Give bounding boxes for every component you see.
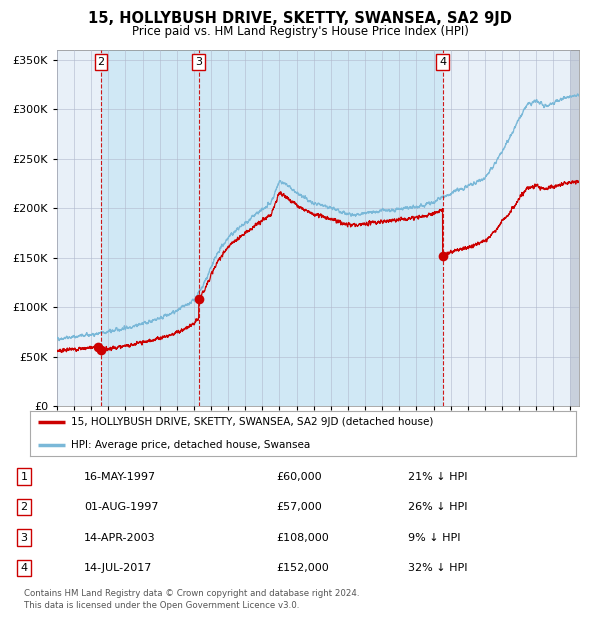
Text: 16-MAY-1997: 16-MAY-1997 — [84, 472, 156, 482]
Text: 32% ↓ HPI: 32% ↓ HPI — [408, 563, 467, 573]
Text: This data is licensed under the Open Government Licence v3.0.: This data is licensed under the Open Gov… — [24, 601, 299, 611]
Text: £60,000: £60,000 — [276, 472, 322, 482]
Text: Contains HM Land Registry data © Crown copyright and database right 2024.: Contains HM Land Registry data © Crown c… — [24, 589, 359, 598]
Text: 4: 4 — [439, 57, 446, 67]
Bar — [571, 50, 579, 406]
Text: 15, HOLLYBUSH DRIVE, SKETTY, SWANSEA, SA2 9JD: 15, HOLLYBUSH DRIVE, SKETTY, SWANSEA, SA… — [88, 11, 512, 26]
Text: 01-AUG-1997: 01-AUG-1997 — [84, 502, 158, 512]
Text: 14-JUL-2017: 14-JUL-2017 — [84, 563, 152, 573]
Text: 21% ↓ HPI: 21% ↓ HPI — [408, 472, 467, 482]
Text: 3: 3 — [20, 533, 28, 542]
Text: 2: 2 — [98, 57, 105, 67]
Text: 26% ↓ HPI: 26% ↓ HPI — [408, 502, 467, 512]
Text: 2: 2 — [20, 502, 28, 512]
Text: 9% ↓ HPI: 9% ↓ HPI — [408, 533, 461, 542]
Text: 1: 1 — [20, 472, 28, 482]
Bar — [101, 50, 443, 406]
Text: 14-APR-2003: 14-APR-2003 — [84, 533, 155, 542]
Text: £152,000: £152,000 — [276, 563, 329, 573]
Text: HPI: Average price, detached house, Swansea: HPI: Average price, detached house, Swan… — [71, 440, 310, 450]
Text: £57,000: £57,000 — [276, 502, 322, 512]
Text: 4: 4 — [20, 563, 28, 573]
Text: £108,000: £108,000 — [276, 533, 329, 542]
Text: 15, HOLLYBUSH DRIVE, SKETTY, SWANSEA, SA2 9JD (detached house): 15, HOLLYBUSH DRIVE, SKETTY, SWANSEA, SA… — [71, 417, 433, 427]
Text: Price paid vs. HM Land Registry's House Price Index (HPI): Price paid vs. HM Land Registry's House … — [131, 25, 469, 38]
Text: 3: 3 — [195, 57, 202, 67]
